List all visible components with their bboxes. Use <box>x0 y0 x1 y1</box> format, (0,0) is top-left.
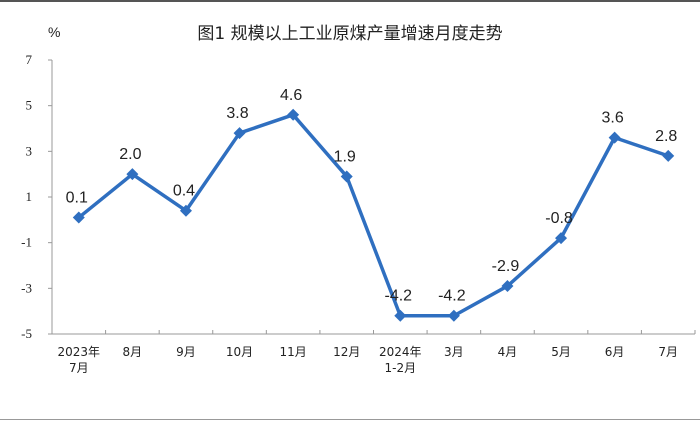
data-label: 3.8 <box>226 105 248 122</box>
diamond-marker <box>447 309 460 322</box>
top-border <box>0 0 700 2</box>
chart-title: 图1 规模以上工业原煤产量增速月度走势 <box>197 24 503 44</box>
diamond-marker <box>126 168 139 181</box>
diamond-marker <box>608 131 621 144</box>
diamond-marker <box>179 204 192 217</box>
data-label: 2.8 <box>655 128 677 145</box>
y-axis-unit: % <box>48 24 61 40</box>
y-tick-label: 7 <box>26 52 33 67</box>
data-label: 1.9 <box>334 148 356 165</box>
data-label: -2.9 <box>492 258 520 275</box>
y-tick-label: -3 <box>21 280 32 295</box>
x-tick-label: 6月 <box>605 345 625 359</box>
x-tick-label: 3月 <box>444 345 464 359</box>
diamond-marker <box>501 280 514 293</box>
data-label: 4.6 <box>280 87 302 104</box>
y-tick-label: 1 <box>26 189 33 204</box>
y-tick-label: 3 <box>26 143 33 158</box>
data-label: 0.4 <box>173 183 195 200</box>
x-tick-label: 1-2月 <box>384 361 416 375</box>
x-tick-label: 11月 <box>279 345 306 359</box>
series-line <box>77 113 669 318</box>
x-tick-label: 2024年 <box>379 345 422 359</box>
data-label: -4.2 <box>438 288 466 305</box>
data-label: -0.8 <box>545 210 573 227</box>
diamond-marker <box>233 127 246 140</box>
x-tick-label: 5月 <box>551 345 571 359</box>
x-tick-label: 12月 <box>333 345 360 359</box>
data-label: -4.2 <box>385 288 413 305</box>
x-tick-label: 8月 <box>123 345 143 359</box>
data-label: 3.6 <box>602 110 624 127</box>
y-tick-label: -1 <box>21 235 32 250</box>
diamond-marker <box>340 170 353 183</box>
y-tick-label: -5 <box>21 326 32 341</box>
diamond-marker <box>72 211 85 224</box>
diamond-marker <box>662 149 675 162</box>
x-tick-label: 7月 <box>69 361 89 375</box>
bottom-border <box>0 419 700 420</box>
y-tick-label: 5 <box>26 98 33 113</box>
diamond-marker <box>287 108 300 121</box>
x-tick-label: 2023年 <box>58 345 101 359</box>
diamond-marker <box>394 309 407 322</box>
x-tick-label: 9月 <box>176 345 196 359</box>
data-label: 0.1 <box>66 190 88 207</box>
x-tick-label: 4月 <box>498 345 518 359</box>
x-tick-label: 10月 <box>226 345 253 359</box>
diamond-marker <box>555 232 568 245</box>
data-label: 2.0 <box>119 146 141 163</box>
x-tick-label: 7月 <box>658 345 678 359</box>
